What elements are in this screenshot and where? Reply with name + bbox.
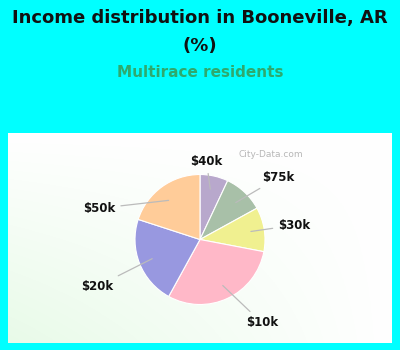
Text: $30k: $30k: [251, 219, 310, 232]
Text: (%): (%): [183, 37, 217, 55]
Wedge shape: [169, 239, 264, 304]
Wedge shape: [200, 208, 265, 252]
Text: $75k: $75k: [236, 171, 294, 203]
Text: City-Data.com: City-Data.com: [238, 150, 303, 159]
Wedge shape: [200, 175, 228, 239]
Text: Income distribution in Booneville, AR: Income distribution in Booneville, AR: [12, 9, 388, 27]
Text: Multirace residents: Multirace residents: [117, 65, 283, 80]
Text: $10k: $10k: [223, 286, 278, 329]
Wedge shape: [138, 175, 200, 239]
Text: $20k: $20k: [81, 259, 152, 293]
Text: $50k: $50k: [83, 201, 168, 215]
Wedge shape: [135, 219, 200, 296]
Wedge shape: [200, 181, 257, 239]
Text: $40k: $40k: [190, 155, 223, 189]
